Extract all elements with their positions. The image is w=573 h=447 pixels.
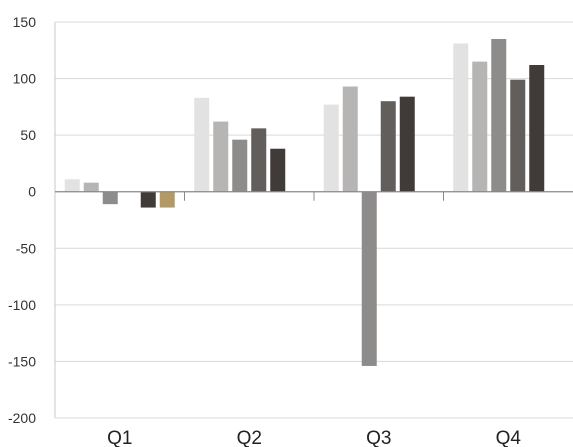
bar bbox=[323, 104, 339, 192]
gridlines bbox=[55, 21, 573, 419]
bars bbox=[64, 38, 545, 366]
bar bbox=[194, 97, 210, 192]
bar bbox=[270, 148, 286, 192]
y-tick-label: 150 bbox=[13, 14, 37, 30]
bar bbox=[342, 86, 358, 192]
x-category-label: Q3 bbox=[366, 428, 391, 447]
x-axis-labels: Q1 Q2 Q3 Q4 bbox=[107, 428, 521, 447]
bar bbox=[491, 38, 507, 192]
bar bbox=[64, 179, 80, 192]
bar bbox=[453, 43, 469, 192]
bar bbox=[159, 191, 175, 208]
y-tick-label: -50 bbox=[16, 240, 36, 256]
bar bbox=[529, 64, 545, 192]
y-tick-label: 50 bbox=[20, 127, 36, 143]
bar bbox=[140, 191, 156, 208]
axes bbox=[54, 22, 573, 418]
y-axis-ticks: 150 100 50 0 -50 -100 -150 -200 bbox=[8, 14, 36, 426]
y-tick-label: -150 bbox=[8, 353, 36, 369]
bar bbox=[232, 139, 248, 192]
y-tick-label: 0 bbox=[28, 184, 36, 200]
bar bbox=[251, 128, 267, 192]
bar bbox=[361, 191, 377, 366]
y-tick-label: -100 bbox=[8, 297, 36, 313]
bar bbox=[510, 79, 526, 192]
x-category-label: Q4 bbox=[496, 428, 522, 447]
bar bbox=[83, 182, 99, 192]
bar bbox=[472, 61, 488, 192]
x-category-label: Q2 bbox=[237, 428, 262, 447]
bar bbox=[380, 101, 396, 192]
bar bbox=[399, 96, 415, 192]
y-tick-label: -200 bbox=[8, 410, 36, 426]
y-tick-label: 100 bbox=[13, 71, 37, 87]
bar bbox=[102, 191, 118, 205]
x-category-label: Q1 bbox=[107, 428, 132, 447]
bar bbox=[213, 121, 229, 192]
